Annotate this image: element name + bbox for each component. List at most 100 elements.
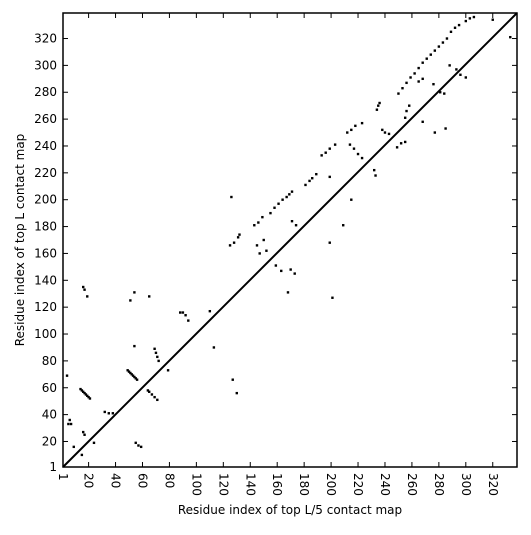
contact-point [166,369,170,372]
contact-point [290,219,294,223]
contact-point [294,224,298,227]
contact-point [449,30,453,34]
contact-point [150,393,154,396]
y-tick-label: 60 [42,381,57,395]
contact-point [80,453,84,457]
contact-point [86,295,89,298]
x-tick-label: 260 [405,473,419,496]
contact-point [187,319,190,322]
y-tick-label: 160 [34,246,57,260]
contact-point [179,311,182,314]
contact-point [290,190,294,193]
contact-point [269,211,272,215]
contact-point [383,131,387,134]
contact-point [281,198,284,201]
x-tick-label: 240 [378,473,392,496]
contact-point [134,377,137,380]
contact-point [127,370,131,373]
contact-point [257,221,260,224]
contact-point [286,291,290,294]
contact-point [346,131,349,134]
contact-point [403,116,407,119]
y-tick-label: 180 [34,220,57,234]
contact-point [82,430,85,434]
contact-point [154,351,158,355]
contact-point [320,154,323,157]
contact-point [491,18,494,21]
contact-point [83,391,86,395]
diagonal [62,12,518,468]
x-axis-label: Residue index of top L/5 contact map [178,503,402,517]
contact-point [360,121,364,125]
contact-point [464,19,468,23]
x-tick-label: 40 [109,473,123,488]
contact-point [261,215,264,219]
contact-point [258,252,261,255]
contact-point [236,236,240,239]
contact-point [293,272,296,275]
contact-point [265,249,268,252]
contact-point [356,152,360,156]
contact-point [421,77,424,81]
contact-point [86,394,89,398]
contact-point [445,37,449,40]
contact-point [409,76,412,79]
contact-point [133,375,136,379]
contact-point [228,244,232,247]
contact-point [80,389,84,392]
contact-point [509,35,512,39]
contact-point [208,309,212,313]
contact-point [83,433,86,436]
contact-point [255,244,259,247]
contact-point [443,92,446,95]
contact-point [156,355,159,359]
contact-point [408,104,411,107]
contact-point [231,378,234,381]
contact-point [68,418,71,422]
contact-point [437,45,441,48]
contact-point [212,346,216,349]
contact-point [238,233,241,236]
y-tick-label: 300 [34,58,57,72]
contact-point [433,49,437,52]
contact-point [146,389,150,392]
contact-point [126,369,129,372]
contact-point [69,422,73,426]
contact-point [280,269,283,273]
contact-point [148,390,151,393]
y-tick-label: 100 [34,327,57,341]
contact-point [79,387,82,391]
contact-point [397,92,400,95]
y-tick-label: 220 [34,166,57,180]
contact-point [277,202,280,205]
y-tick-label: 240 [34,139,57,153]
contact-point [455,68,458,71]
contact-point [433,131,437,134]
contact-point [432,82,435,86]
contact-point [82,285,85,289]
contact-point [72,445,75,449]
contact-point [468,17,472,20]
x-tick-label: 80 [162,473,176,488]
contact-point [472,15,476,19]
plot-frame [62,12,518,468]
contact-point [350,128,353,132]
contact-point [131,374,135,377]
y-tick-label: 40 [42,408,57,422]
contact-point [448,64,451,67]
contact-point [378,101,381,105]
contact-point [107,412,111,415]
contact-point [274,264,278,267]
x-tick-label: 320 [486,473,500,496]
contact-point [304,183,307,187]
y-tick-label: 80 [42,354,57,368]
contact-point [157,359,160,363]
contact-point [184,314,187,317]
contact-point [83,288,86,291]
contact-point [387,132,391,136]
contact-point [413,72,416,75]
contact-point [230,195,233,199]
contact-point [405,81,408,85]
contact-point [67,422,70,426]
